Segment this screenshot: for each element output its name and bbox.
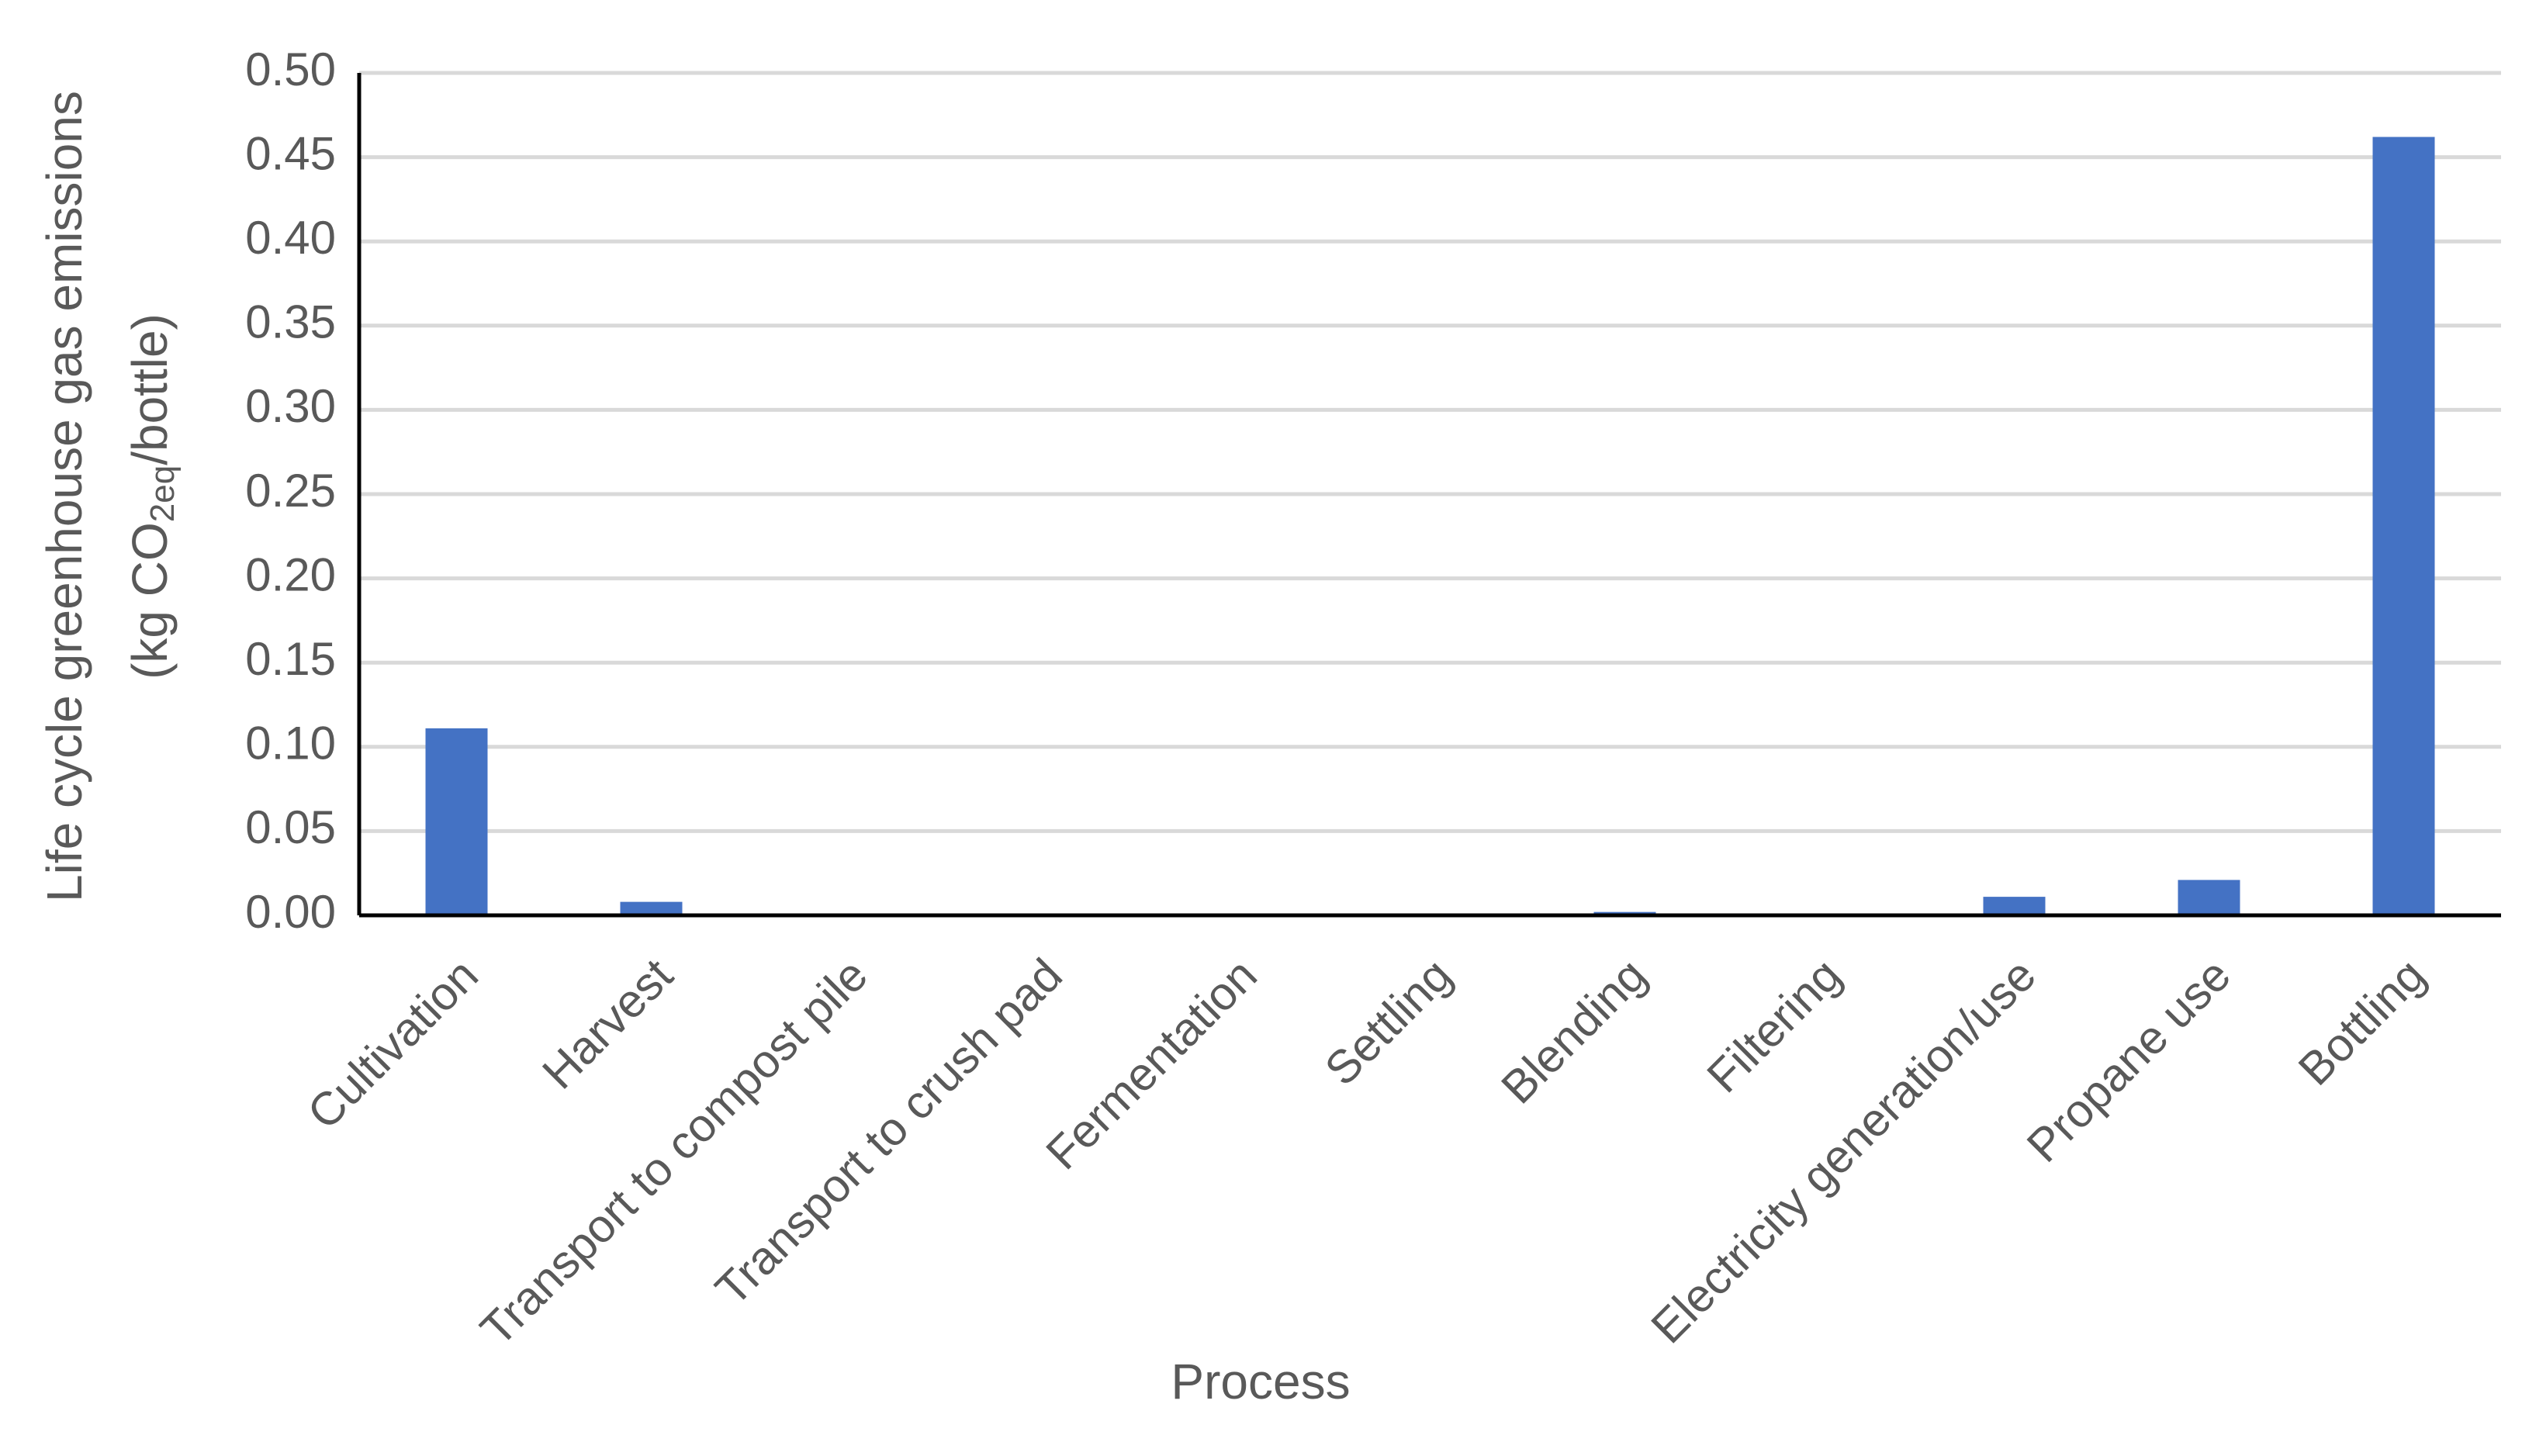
x-tick-label: Harvest	[532, 949, 683, 1099]
y-tick-label: 0.10	[245, 718, 336, 770]
x-tick-label: Transport to crush pad	[705, 949, 1072, 1316]
x-tick-label: Electricity generation/use	[1642, 949, 2046, 1353]
bar	[2178, 880, 2240, 915]
y-tick-label: 0.50	[245, 43, 336, 95]
y-tick-label: 0.05	[245, 801, 336, 853]
y-tick-label: 0.00	[245, 886, 336, 938]
y-tick-label: 0.15	[245, 633, 336, 685]
y-tick-label: 0.35	[245, 296, 336, 348]
x-tick-label: Propane use	[2017, 949, 2240, 1172]
y-axis-title-part: (kg CO	[122, 522, 178, 680]
x-tick-label: Settling	[1315, 949, 1462, 1095]
y-tick-label: 0.40	[245, 212, 336, 264]
y-tick-label: 0.30	[245, 380, 336, 432]
bar	[2372, 137, 2435, 915]
y-tick-label: 0.20	[245, 548, 336, 600]
x-tick-label: Bottling	[2288, 949, 2435, 1095]
y-axis-title-subscript: 2eq	[144, 465, 182, 522]
x-axis-title: Process	[1171, 1354, 1350, 1409]
x-tick-label: Cultivation	[297, 949, 487, 1139]
y-tick-label: 0.25	[245, 465, 336, 517]
bar	[620, 901, 683, 915]
x-tick-label: Blending	[1491, 949, 1656, 1114]
bar	[1983, 897, 2046, 915]
y-axis-title-line: Life cycle greenhouse gas emissions	[36, 91, 92, 902]
bar	[425, 728, 488, 915]
y-axis-title-line: (kg CO2eq/bottle)	[122, 313, 182, 680]
y-tick-label: 0.45	[245, 127, 336, 179]
x-tick-label: Filtering	[1697, 949, 1851, 1102]
y-axis-title: Life cycle greenhouse gas emissions (kg …	[36, 91, 182, 902]
x-tick-label: Transport to compost pile	[470, 949, 877, 1355]
y-axis-title-part: /bottle)	[122, 313, 178, 465]
x-tick-label: Fermentation	[1036, 949, 1267, 1179]
